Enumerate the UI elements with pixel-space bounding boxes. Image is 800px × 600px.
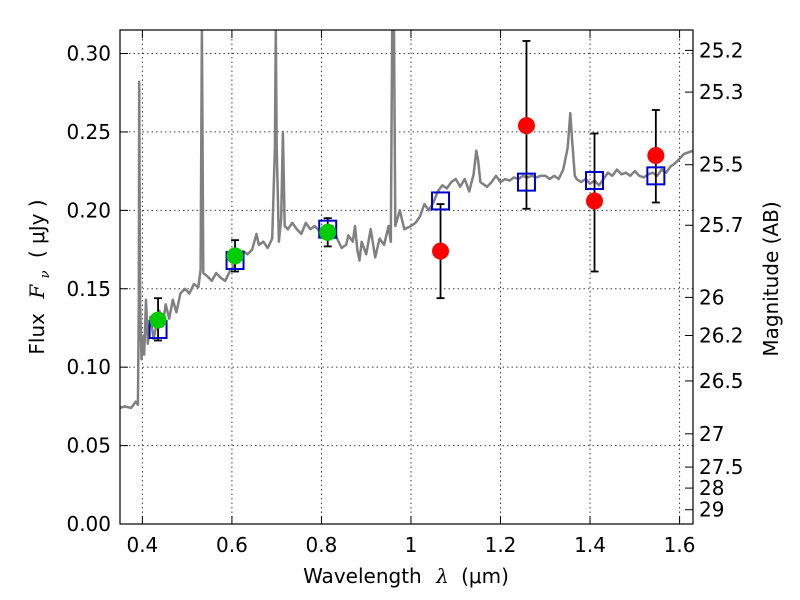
observed-flux-point <box>586 192 604 210</box>
mag-tick-label: 25.7 <box>699 213 744 237</box>
mag-tick-label: 26.2 <box>699 323 744 347</box>
mag-tick-label: 26 <box>699 285 724 309</box>
model-spectrum-line <box>120 30 693 410</box>
observed-flux-point <box>226 247 244 265</box>
y-tick-label: 0.20 <box>66 198 111 222</box>
mag-tick-label: 26.5 <box>699 369 744 393</box>
mag-tick-label: 27 <box>699 422 724 446</box>
mag-tick-label: 29 <box>699 498 724 522</box>
x-axis-title: Wavelength λ (μm) <box>303 564 509 588</box>
x-tick-label: 1.6 <box>664 533 696 557</box>
x-tick-label: 0.6 <box>216 533 248 557</box>
mag-tick-label: 25.3 <box>699 80 744 104</box>
axis-ticks: 0.4 0.6 0.8 1 1.2 1.4 1.6 0.00 0.05 0.10 0.15 0.20 0… <box>66 30 744 557</box>
x-tick-label: 0.4 <box>126 533 158 557</box>
y-tick-label: 0.15 <box>66 277 111 301</box>
y2-axis-title: Magnitude (AB) <box>759 201 783 356</box>
plot-data <box>120 30 693 410</box>
model-photometry-square <box>516 172 536 192</box>
photometry-markers <box>148 117 666 340</box>
y-tick-label: 0.25 <box>66 120 111 144</box>
y-axis-title: Flux F ν ( μJy ) <box>25 199 54 354</box>
observed-flux-point <box>149 311 167 329</box>
model-photometry-square <box>431 191 451 211</box>
mag-tick-label: 27.5 <box>699 455 744 479</box>
mag-tick-label: 25.2 <box>699 38 744 62</box>
y-tick-label: 0.10 <box>66 355 111 379</box>
model-photometry-square <box>646 166 666 186</box>
x-tick-label: 1 <box>405 533 418 557</box>
observed-flux-point <box>647 146 665 164</box>
y-tick-label: 0.30 <box>66 42 111 66</box>
x-tick-label: 1.4 <box>574 533 606 557</box>
observed-flux-point <box>517 117 535 135</box>
y-tick-label: 0.00 <box>66 512 111 536</box>
mag-tick-label: 25.5 <box>699 153 744 177</box>
x-tick-label: 1.2 <box>485 533 517 557</box>
observed-flux-point <box>319 223 337 241</box>
model-photometry-square <box>585 171 605 191</box>
plot-frame <box>119 29 694 525</box>
x-tick-label: 0.8 <box>306 533 338 557</box>
observed-flux-point <box>432 242 450 260</box>
mag-tick-label: 28 <box>699 476 724 500</box>
y-tick-label: 0.05 <box>66 434 111 458</box>
